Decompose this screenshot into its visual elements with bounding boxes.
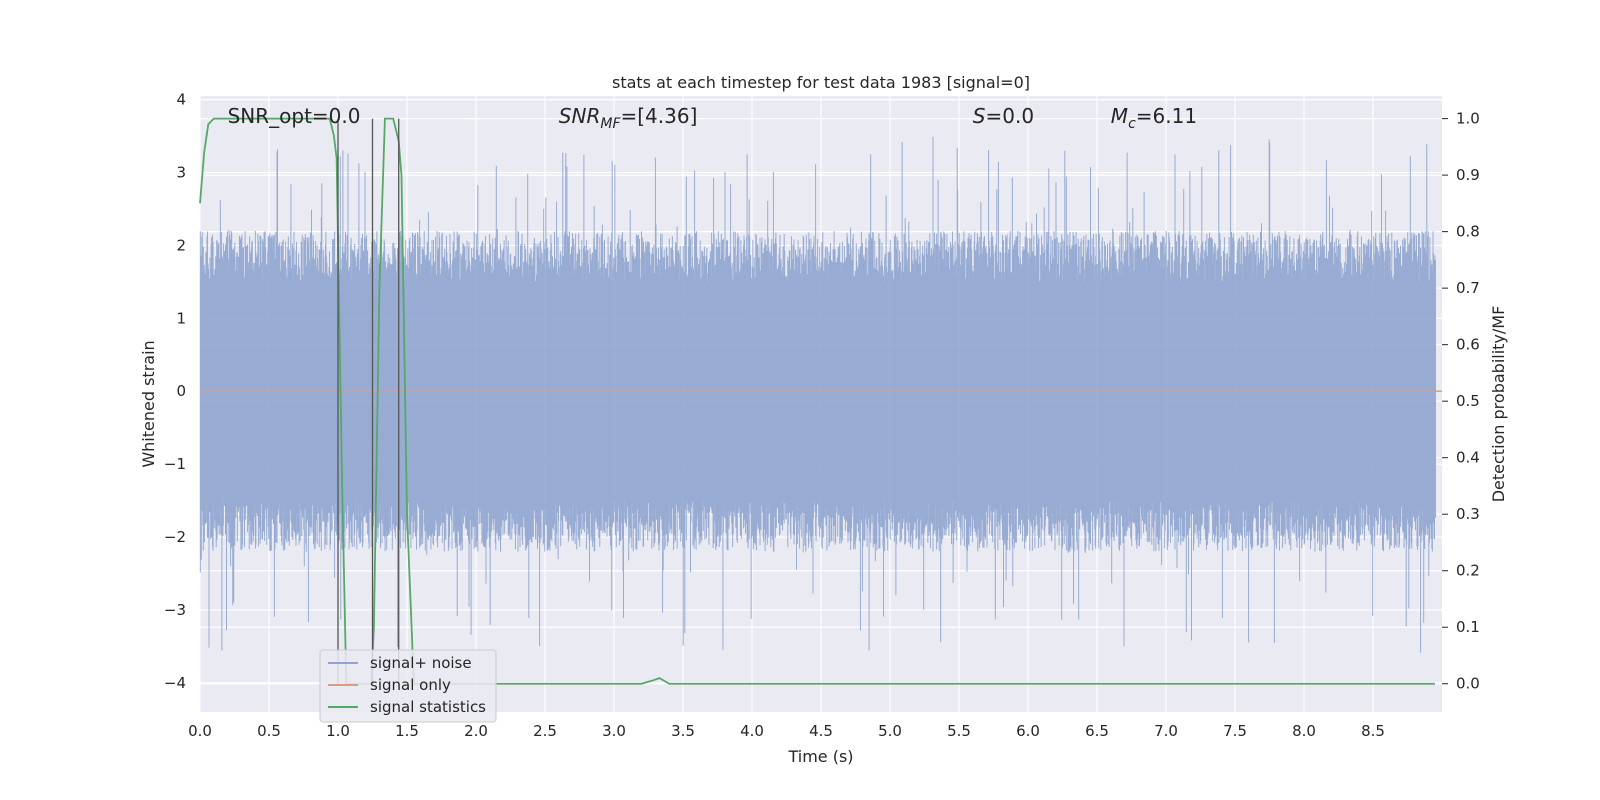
x-tick-label: 4.5 (809, 722, 833, 740)
annotation-text: SNR (559, 104, 601, 128)
y2-tick-label: 1.0 (1456, 110, 1480, 128)
stat-annotation: S=0.0 (973, 104, 1034, 128)
x-tick-label: 4.0 (740, 722, 764, 740)
stat-annotation: SNRMF=[4.36] (559, 104, 698, 132)
y-tick-label: −2 (164, 528, 186, 546)
tick-labels: 0.0 0.5 1.0 1.5 2.0 2.5 3.0 3.5 4.0 4.5 5.0 5.5 6.0 6… (164, 91, 1480, 740)
x-tick-label: 5.0 (878, 722, 902, 740)
legend-box (319, 649, 497, 723)
annotation-text: SNR_opt=0.0 (228, 104, 361, 128)
legend-label-signal: signal only (370, 676, 451, 694)
x-tick-label: 3.0 (602, 722, 626, 740)
legend: signal+ noise signal only signal statist… (319, 649, 497, 723)
x-tick-label: 5.5 (947, 722, 971, 740)
x-tick-label: 7.5 (1223, 722, 1247, 740)
x-tick-label: 7.0 (1154, 722, 1178, 740)
annotation-subscript: c (1128, 116, 1136, 132)
y-tick-label: 0 (176, 382, 186, 400)
vertical-lines (337, 118, 400, 684)
y-axis-label: Whitened strain (139, 340, 158, 467)
stat-annotation: SNR_opt=0.0 (228, 104, 361, 128)
y2-tick-label: 0.4 (1456, 449, 1480, 467)
annotations: SNR_opt=0.0 SNRMF=[4.36] S=0.0 Mc=6.11 (228, 104, 1197, 132)
x-tick-label: 8.0 (1292, 722, 1316, 740)
annotation-value: =6.11 (1136, 104, 1197, 128)
x-tick-label: 0.0 (188, 722, 212, 740)
x-tick-label: 0.5 (257, 722, 281, 740)
y-tick-label: 2 (176, 236, 186, 254)
y-tick-label: −3 (164, 601, 186, 619)
x-tick-label: 2.5 (533, 722, 557, 740)
y2-tick-label: 0.3 (1456, 505, 1480, 523)
y-tick-label: −1 (164, 455, 186, 473)
x-tick-label: 6.5 (1085, 722, 1109, 740)
y2-tick-label: 0.5 (1456, 392, 1480, 410)
x-tick-label: 2.0 (464, 722, 488, 740)
series-lines (199, 117, 1442, 685)
y-tick-label: 1 (176, 309, 186, 327)
annotation-text: M (1111, 104, 1128, 128)
annotation-value: =[4.36] (621, 104, 698, 128)
x-tick-label: 1.5 (395, 722, 419, 740)
y-tick-label: −4 (164, 674, 186, 692)
stat-annotation: Mc=6.11 (1111, 104, 1197, 132)
y2-axis-label: Detection probability/MF (1489, 306, 1508, 503)
y2-tick-label: 0.6 (1456, 336, 1480, 354)
y2-tick-label: 0.7 (1456, 279, 1480, 297)
annotation-subscript: MF (600, 116, 621, 132)
y2-tick-label: 0.8 (1456, 223, 1480, 241)
x-tick-label: 8.5 (1361, 722, 1385, 740)
y-tick-label: 3 (176, 164, 186, 182)
x-tick-label: 3.5 (671, 722, 695, 740)
annotation-text: S (973, 104, 986, 128)
signal-statistics-line (199, 117, 1436, 685)
legend-label-noise: signal+ noise (370, 654, 472, 672)
y2-tick-label: 0.9 (1456, 166, 1480, 184)
y2-tick-label: 0.0 (1456, 675, 1480, 693)
y-tick-label: 4 (176, 91, 186, 109)
chart-title: stats at each timestep for test data 198… (612, 73, 1030, 92)
y2-tick-label: 0.2 (1456, 562, 1480, 580)
x-axis-label: Time (s) (787, 747, 853, 766)
x-tick-label: 6.0 (1016, 722, 1040, 740)
legend-label-stats: signal statistics (370, 698, 486, 716)
annotation-value: =0.0 (986, 104, 1035, 128)
y2-tick-label: 0.1 (1456, 618, 1480, 636)
x-tick-label: 1.0 (326, 722, 350, 740)
